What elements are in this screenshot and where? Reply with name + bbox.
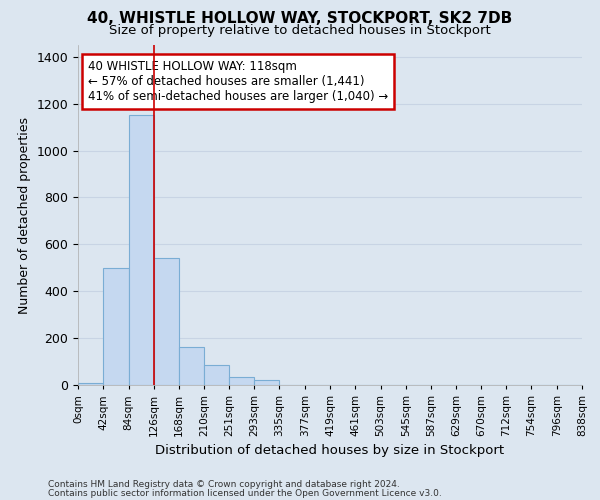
Text: Contains public sector information licensed under the Open Government Licence v3: Contains public sector information licen…	[48, 489, 442, 498]
Text: 40 WHISTLE HOLLOW WAY: 118sqm
← 57% of detached houses are smaller (1,441)
41% o: 40 WHISTLE HOLLOW WAY: 118sqm ← 57% of d…	[88, 60, 388, 104]
Bar	[154, 258, 179, 385]
Bar	[229, 377, 254, 385]
Bar	[103, 268, 128, 385]
Bar	[128, 116, 154, 385]
Bar	[254, 380, 280, 385]
Text: Size of property relative to detached houses in Stockport: Size of property relative to detached ho…	[109, 24, 491, 37]
Bar	[78, 382, 103, 385]
Text: Contains HM Land Registry data © Crown copyright and database right 2024.: Contains HM Land Registry data © Crown c…	[48, 480, 400, 489]
Y-axis label: Number of detached properties: Number of detached properties	[18, 116, 31, 314]
Bar	[205, 365, 229, 385]
Bar	[179, 348, 205, 385]
Text: 40, WHISTLE HOLLOW WAY, STOCKPORT, SK2 7DB: 40, WHISTLE HOLLOW WAY, STOCKPORT, SK2 7…	[88, 11, 512, 26]
X-axis label: Distribution of detached houses by size in Stockport: Distribution of detached houses by size …	[155, 444, 505, 458]
